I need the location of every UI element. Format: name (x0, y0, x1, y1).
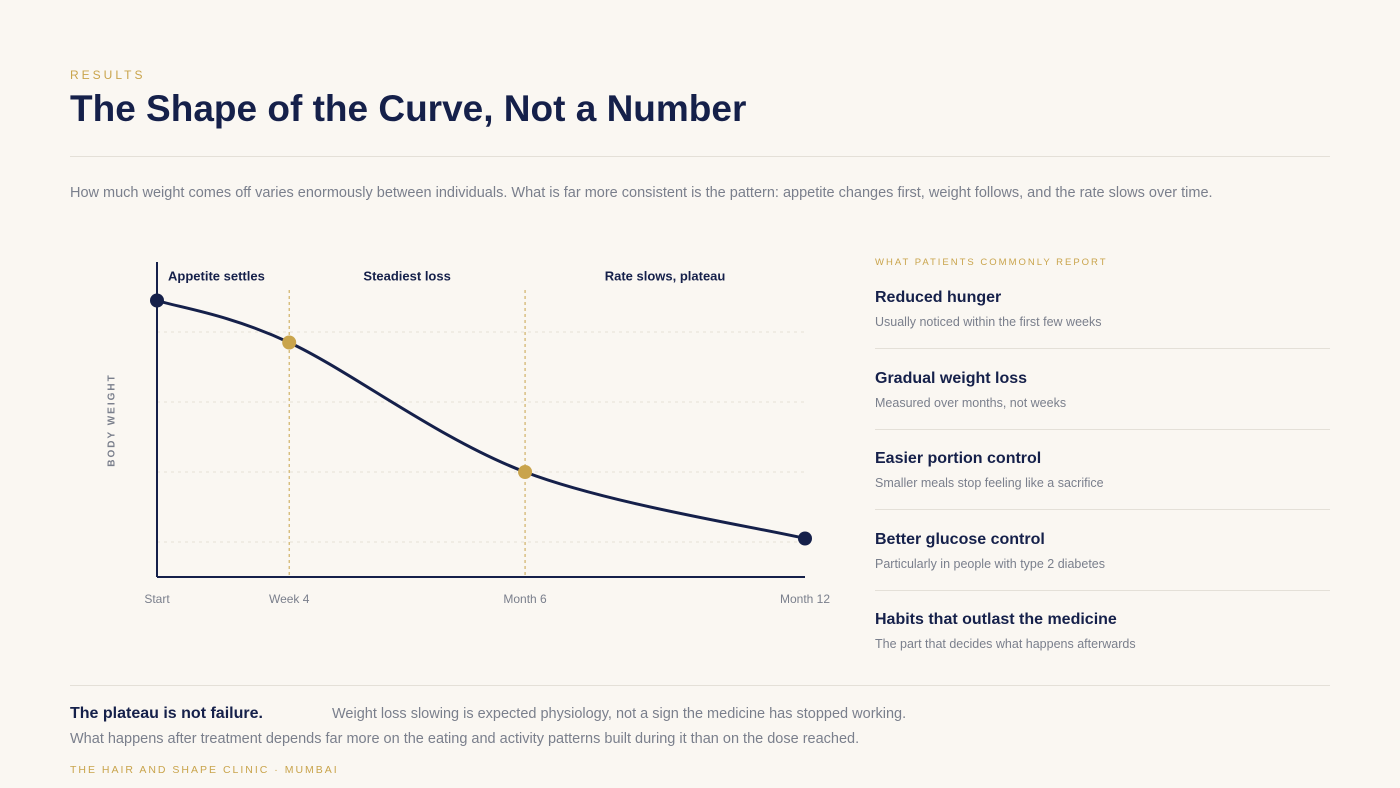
footer-lead: The plateau is not failure. (70, 705, 263, 722)
x-tick-label: Week 4 (269, 592, 310, 606)
intro: How much weight comes off varies enormou… (70, 185, 1213, 201)
y-axis-label: BODY WEIGHT (107, 373, 118, 466)
point (150, 293, 164, 308)
footer-text: What happens after treatment depends far… (70, 731, 860, 747)
title: The Shape of the Curve, Not a Number (70, 88, 747, 129)
point (518, 465, 533, 479)
x-tick-label: Month 6 (503, 592, 547, 606)
separator (875, 509, 1330, 510)
point (798, 531, 812, 546)
sidebar-heading: WHAT PATIENTS COMMONLY REPORT (875, 257, 1108, 268)
divider (70, 685, 1330, 686)
footer-text: Weight loss slowing is expected physiolo… (332, 706, 907, 722)
item-title: Gradual weight loss (875, 369, 1028, 387)
item-title: Reduced hunger (875, 289, 1002, 306)
point (282, 335, 297, 350)
curve (156, 299, 806, 540)
item-title: Easier portion control (875, 450, 1042, 467)
x-tick-label: Start (144, 592, 170, 606)
brand: THE HAIR AND SHAPE CLINIC · MUMBAI (70, 764, 339, 776)
separator (875, 348, 1330, 349)
chart: BODY WEIGHT Start Week 4 Month 6 Month 12 App… (107, 262, 830, 606)
divider (70, 156, 1330, 157)
item-text: Particularly in people with type 2 diabe… (875, 556, 1105, 571)
separator (875, 589, 1330, 591)
separator (875, 428, 1330, 430)
item-text: The part that decides what happens after… (875, 637, 1136, 651)
phase-label: Appetite settles (168, 268, 265, 283)
item-text: Measured over months, not weeks (875, 395, 1067, 410)
item-title: Habits that outlast the medicine (875, 611, 1117, 628)
phase-label: Rate slows, plateau (605, 268, 726, 283)
x-tick-label: Month 12 (780, 592, 830, 606)
phase-label: Steadiest loss (363, 268, 450, 283)
eyebrow: RESULTS (70, 68, 146, 82)
item-title: Better glucose control (875, 530, 1045, 548)
item-text: Usually noticed within the first few wee… (875, 315, 1102, 329)
item-text: Smaller meals stop feeling like a sacrif… (875, 476, 1104, 490)
